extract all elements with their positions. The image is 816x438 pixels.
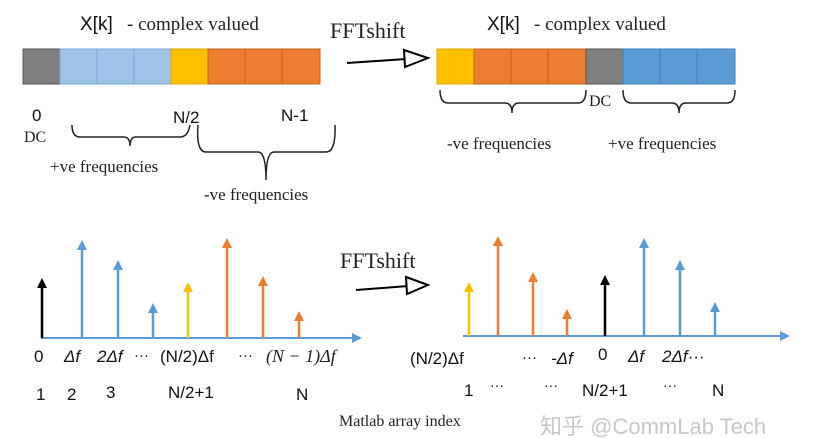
top-fftshift-label: FFTshift (330, 18, 406, 43)
label-last: N-1 (281, 106, 308, 125)
cell-neg (510, 48, 549, 85)
right-label-dc: DC (589, 93, 611, 110)
brace-pos (71, 124, 191, 147)
freq-label: ··· (134, 347, 149, 364)
right-spectrum (463, 236, 790, 341)
cell-neg (207, 48, 246, 85)
index-label: ··· (490, 377, 504, 393)
right-array-title-symbol: X[k] (487, 14, 520, 35)
freq-label: (N − 1)Δf (266, 346, 339, 367)
cell-pos (96, 48, 135, 85)
index-label: 1 (36, 385, 45, 404)
index-label: 2 (67, 385, 76, 404)
cell-pos (696, 48, 736, 85)
spectral-stem (258, 276, 268, 338)
spectral-stem (600, 275, 610, 336)
right-label-neg-freq: -ve frequencies (447, 134, 551, 153)
spectral-stem (113, 260, 123, 338)
right-array (436, 48, 736, 85)
cell-neg (547, 48, 587, 85)
freq-label: (N/2)Δf (410, 349, 464, 368)
freq-label: (N/2)Δf (160, 347, 214, 366)
index-label: 1 (464, 381, 473, 400)
spectral-stem (222, 238, 232, 338)
brace-right-pos (622, 89, 736, 114)
bottom-shift-arrow (355, 275, 431, 296)
index-label: ··· (663, 377, 677, 393)
left-array (22, 48, 321, 85)
freq-label: Δf (63, 347, 82, 366)
top-shift-arrow (346, 48, 431, 69)
spectral-stem (464, 282, 474, 336)
freq-label: ··· (522, 349, 537, 366)
freq-label: 2Δf (96, 347, 125, 366)
spectral-stem (562, 309, 572, 336)
left-array-title-symbol: X[k] (80, 14, 113, 35)
spectral-stem (493, 236, 503, 336)
cell-pos (133, 48, 172, 85)
freq-label: Δf (627, 347, 646, 366)
cell-nyquist (170, 48, 209, 85)
index-label: N (712, 381, 724, 400)
cell-dc (22, 48, 61, 85)
label-zero: 0 (32, 106, 41, 125)
index-label: ··· (544, 377, 558, 393)
right-label-pos-freq: +ve frequencies (608, 134, 716, 153)
index-label: N/2+1 (168, 383, 214, 402)
cell-nyquist (436, 48, 475, 85)
cell-pos (622, 48, 661, 85)
freq-label: 0 (34, 347, 43, 366)
brace-neg (196, 124, 336, 181)
spectral-stem (528, 272, 538, 336)
label-half: N/2 (173, 108, 199, 127)
index-label: N (296, 385, 308, 404)
axis-arrowhead (352, 333, 362, 343)
freq-label: 0 (598, 345, 607, 364)
index-label: N/2+1 (582, 381, 628, 400)
freq-label: 2Δf··· (661, 347, 705, 366)
spectral-stem (294, 311, 304, 338)
cell-neg (244, 48, 283, 85)
left-spectrum (37, 238, 362, 343)
watermark: 知乎 @CommLab Tech (540, 414, 766, 438)
spectral-stem (37, 278, 47, 338)
cell-neg (473, 48, 512, 85)
spectral-stem (710, 302, 720, 336)
axis-arrowhead (780, 331, 790, 341)
cell-dc (585, 48, 624, 85)
cell-neg (281, 48, 321, 85)
brace-right-neg (439, 89, 587, 114)
spectral-stem (675, 260, 685, 336)
spectral-stem (77, 240, 87, 338)
left-array-title: - complex valued (127, 14, 259, 35)
index-caption: Matlab array index (339, 413, 461, 430)
spectral-stem (639, 238, 649, 336)
label-dc: DC (24, 129, 46, 146)
freq-label: -Δf (551, 349, 575, 368)
bottom-fftshift-label: FFTshift (340, 248, 416, 273)
cell-pos (59, 48, 98, 85)
cell-pos (659, 48, 698, 85)
label-neg-freq: -ve frequencies (204, 185, 308, 204)
spectral-stem (148, 303, 158, 338)
label-pos-freq: +ve frequencies (50, 157, 158, 176)
freq-label: ··· (238, 347, 253, 364)
right-array-title: - complex valued (534, 14, 666, 35)
index-label: 3 (106, 383, 115, 402)
spectral-stem (183, 282, 193, 338)
